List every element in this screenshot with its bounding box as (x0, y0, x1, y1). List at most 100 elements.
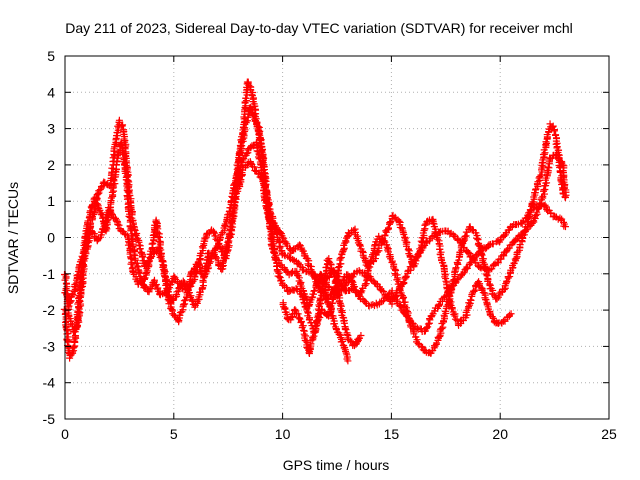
data-point (434, 235, 442, 243)
data-point (336, 254, 344, 262)
x-axis-label: GPS time / hours (283, 457, 390, 473)
x-tick-label: 0 (61, 426, 69, 442)
data-point (331, 320, 339, 328)
data-point (194, 259, 202, 267)
data-point (445, 296, 453, 304)
data-point (189, 277, 197, 285)
x-tick-label: 20 (492, 426, 508, 442)
data-point (428, 216, 436, 224)
y-tick-label: -3 (43, 338, 56, 354)
data-point (149, 231, 157, 239)
data-point (535, 204, 543, 212)
data-point (224, 238, 232, 246)
data-point (505, 311, 513, 319)
y-tick-label: -1 (43, 266, 56, 282)
data-point (419, 243, 427, 251)
data-point (283, 314, 291, 322)
data-point (148, 240, 156, 248)
data-point (335, 330, 343, 338)
data-point (311, 323, 319, 331)
data-point (298, 246, 306, 254)
data-point (230, 209, 238, 217)
data-point (400, 278, 408, 286)
data-point (384, 224, 392, 232)
chart-title: Day 211 of 2023, Sidereal Day-to-day VTE… (65, 20, 573, 36)
data-point (323, 294, 331, 302)
data-point (243, 149, 251, 157)
data-point (561, 223, 569, 231)
data-point (214, 237, 222, 245)
data-point (422, 238, 430, 246)
y-tick-label: -4 (43, 375, 56, 391)
data-point (494, 259, 502, 267)
data-point (325, 273, 333, 281)
data-point (337, 260, 345, 268)
data-point (219, 259, 227, 267)
data-point (495, 289, 503, 297)
data-point (315, 301, 323, 309)
data-point (255, 155, 263, 163)
y-tick-label: 3 (47, 121, 55, 137)
data-point (357, 332, 365, 340)
data-point (209, 228, 217, 236)
data-point (239, 156, 247, 164)
data-point (66, 298, 74, 306)
data-point (402, 272, 410, 280)
x-tick-label: 5 (170, 426, 178, 442)
data-point (439, 323, 447, 331)
data-point (120, 135, 128, 143)
data-point (485, 280, 493, 288)
data-point (500, 286, 508, 294)
x-tick-label: 15 (384, 426, 400, 442)
data-point (455, 256, 463, 264)
data-point (429, 219, 437, 227)
data-point (239, 135, 247, 143)
data-point (84, 217, 92, 225)
data-point (215, 240, 223, 248)
data-point (550, 127, 558, 135)
data-point (365, 263, 373, 271)
data-point (193, 261, 201, 269)
data-point (175, 284, 183, 292)
data-point (361, 298, 369, 306)
data-point (184, 286, 192, 294)
data-point (165, 300, 173, 308)
data-point (280, 251, 288, 259)
data-point (292, 285, 300, 293)
data-point (528, 199, 536, 207)
data-point (441, 273, 449, 281)
data-point (460, 269, 468, 277)
y-tick-label: 1 (47, 193, 55, 209)
data-point (450, 311, 458, 319)
data-point (524, 214, 532, 222)
y-axis-label: SDTVAR / TECUs (5, 182, 21, 294)
data-point (333, 275, 341, 283)
data-point (161, 272, 169, 280)
data-point (60, 305, 68, 313)
data-point (380, 237, 388, 245)
data-point (384, 246, 392, 254)
series-trace-c (61, 138, 569, 335)
data-point (122, 176, 130, 184)
data-point (469, 226, 477, 234)
data-point (140, 275, 148, 283)
data-point (399, 295, 407, 303)
data-point (380, 287, 388, 295)
data-point (69, 291, 77, 299)
data-point (307, 319, 315, 327)
data-point (503, 277, 511, 285)
data-point (265, 202, 273, 210)
data-point (291, 305, 299, 313)
data-point (364, 264, 372, 272)
data-point (520, 229, 528, 237)
data-point (256, 160, 264, 168)
data-points (60, 78, 570, 365)
data-point (221, 221, 229, 229)
data-point (96, 209, 104, 217)
data-point (246, 143, 254, 151)
data-point (287, 314, 295, 322)
data-point (339, 337, 347, 345)
series-trace-f (235, 150, 570, 308)
data-point (541, 201, 549, 209)
data-point (247, 159, 255, 167)
